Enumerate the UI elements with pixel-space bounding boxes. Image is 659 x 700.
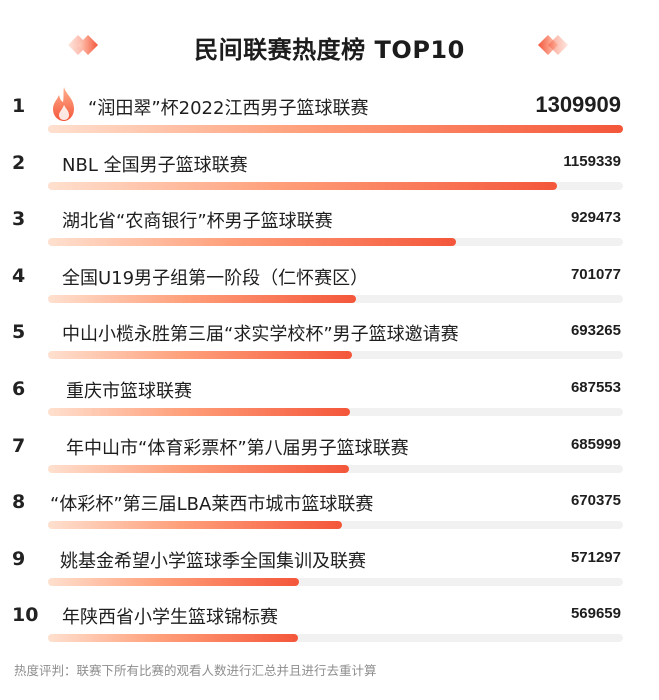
diamond-chevron-icon bbox=[538, 35, 568, 55]
bar-track bbox=[48, 464, 623, 473]
bar bbox=[48, 351, 353, 360]
bar-track bbox=[48, 181, 623, 190]
bar bbox=[48, 464, 350, 473]
rank-number: 1 bbox=[12, 95, 26, 117]
rank-number: 3 bbox=[12, 208, 26, 231]
rank-number: 8 bbox=[12, 491, 26, 514]
list-item: 1 “润田翠”杯2022江西男子篮球联赛 1309909 bbox=[0, 86, 659, 142]
league-name: 湖北省“农商银行”杯男子篮球联赛 bbox=[62, 211, 333, 233]
bar-track bbox=[48, 634, 623, 643]
bar-track bbox=[48, 351, 623, 360]
bar-track bbox=[48, 521, 623, 530]
list-item: 7 年中山市“体育彩票杯”第八届男子篮球联赛 685999 bbox=[0, 426, 659, 482]
rank-number: 5 bbox=[12, 321, 26, 344]
list-item: 5 中山小榄永胜第三届“求实学校杯”男子篮球邀请赛 693265 bbox=[0, 312, 659, 368]
heat-value: 670375 bbox=[570, 492, 621, 510]
bar bbox=[48, 181, 557, 190]
bar-track bbox=[48, 125, 623, 133]
rank-number: 2 bbox=[12, 151, 26, 174]
list-item: 6 重庆市篮球联赛 687553 bbox=[0, 369, 659, 425]
rank-number: 10 bbox=[12, 604, 39, 627]
bar bbox=[48, 577, 299, 586]
bar bbox=[48, 408, 350, 416]
league-name: NBL 全国男子篮球联赛 bbox=[62, 154, 248, 176]
league-name: 姚基金希望小学篮球季全国集训及联赛 bbox=[60, 550, 366, 572]
league-name: 重庆市篮球联赛 bbox=[66, 381, 192, 402]
list-item: 10 年陕西省小学生篮球锦标赛 569659 bbox=[0, 595, 659, 651]
page-title: 民间联赛热度榜 TOP10 bbox=[194, 36, 465, 64]
league-name: “体彩杯”第三届LBA莱西市城市篮球联赛 bbox=[50, 494, 374, 516]
list-item: 4 全国U19男子组第一阶段（仁怀赛区） 701077 bbox=[0, 256, 659, 312]
list-item: 9 姚基金希望小学篮球季全国集训及联赛 571297 bbox=[0, 539, 659, 595]
heat-value: 569659 bbox=[570, 605, 621, 623]
diamond-chevron-icon bbox=[68, 35, 98, 55]
heat-value: 1159339 bbox=[563, 152, 621, 170]
bar-track bbox=[48, 238, 623, 247]
bar bbox=[48, 125, 623, 133]
bar bbox=[48, 238, 456, 247]
bar-track bbox=[48, 294, 623, 303]
bar-track bbox=[48, 577, 623, 586]
rank-number: 9 bbox=[12, 547, 26, 570]
bar bbox=[48, 294, 356, 303]
heat-value: 685999 bbox=[570, 435, 621, 453]
heat-value: 687553 bbox=[570, 379, 621, 396]
list-item: 8 “体彩杯”第三届LBA莱西市城市篮球联赛 670375 bbox=[0, 482, 659, 538]
list-item: 2 NBL 全国男子篮球联赛 1159339 bbox=[0, 143, 659, 199]
heat-value: 1309909 bbox=[535, 92, 621, 117]
heat-value: 693265 bbox=[570, 322, 621, 340]
league-name: 年陕西省小学生篮球锦标赛 bbox=[62, 607, 278, 629]
league-name: 年中山市“体育彩票杯”第八届男子篮球联赛 bbox=[66, 437, 409, 459]
heat-value: 571297 bbox=[570, 548, 621, 566]
rank-number: 4 bbox=[12, 264, 26, 287]
rank-number: 7 bbox=[12, 434, 26, 457]
flame-icon bbox=[53, 87, 74, 121]
header: 民间联赛热度榜 TOP10 bbox=[0, 22, 659, 70]
rank-number: 6 bbox=[12, 378, 26, 400]
league-name: 全国U19男子组第一阶段（仁怀赛区） bbox=[62, 267, 369, 289]
bar bbox=[48, 634, 299, 643]
league-name: “润田翠”杯2022江西男子篮球联赛 bbox=[88, 98, 369, 119]
heat-value: 701077 bbox=[570, 265, 621, 283]
list-item: 3 湖北省“农商银行”杯男子篮球联赛 929473 bbox=[0, 199, 659, 255]
footnote: 热度评判：联赛下所有比赛的观看人数进行汇总并且进行去重计算 bbox=[14, 663, 377, 678]
heat-value: 929473 bbox=[570, 209, 621, 227]
bar bbox=[48, 521, 343, 530]
bar-track bbox=[48, 408, 623, 416]
league-name: 中山小榄永胜第三届“求实学校杯”男子篮球邀请赛 bbox=[62, 324, 459, 346]
